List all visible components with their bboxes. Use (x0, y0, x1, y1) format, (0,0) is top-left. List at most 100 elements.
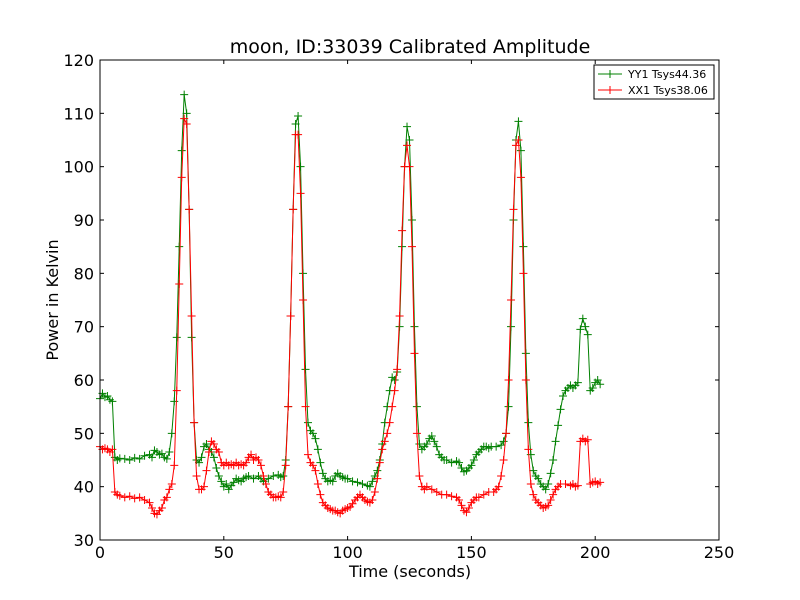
data-point-yy1 (422, 440, 431, 448)
data-point-xx1 (296, 189, 305, 198)
data-point-yy1 (576, 325, 585, 334)
data-point-yy1 (447, 458, 456, 467)
data-point-xx1 (390, 386, 399, 395)
data-point-xx1 (514, 136, 523, 144)
data-point-yy1 (291, 120, 300, 128)
data-point-xx1 (447, 492, 456, 501)
data-point-yy1 (432, 442, 441, 451)
data-point-yy1 (529, 466, 538, 475)
data-point-xx1 (254, 456, 263, 464)
y-tick-label: 50 (74, 424, 94, 443)
data-point-xx1 (529, 490, 538, 499)
y-axis-label: Power in Kelvin (43, 239, 62, 360)
data-point-xx1 (204, 448, 213, 456)
data-point-xx1 (214, 448, 223, 456)
data-point-xx1 (494, 482, 503, 491)
data-point-xx1 (521, 376, 530, 384)
data-point-yy1 (554, 421, 563, 430)
data-point-yy1 (299, 269, 308, 278)
data-point-yy1 (182, 109, 191, 118)
legend-label-yy1: YY1 Tsys44.36 (627, 68, 706, 81)
legend: YY1 Tsys44.36 XX1 Tsys38.06 (593, 64, 715, 100)
data-point-xx1 (516, 173, 525, 182)
y-tick-label: 30 (74, 531, 94, 550)
data-point-xx1 (108, 445, 117, 454)
data-point-yy1 (596, 380, 605, 389)
y-tick-label: 40 (74, 478, 94, 497)
data-point-yy1 (578, 314, 587, 323)
data-point-yy1 (514, 117, 523, 126)
data-point-xx1 (115, 491, 124, 500)
data-point-xx1 (378, 445, 387, 454)
data-point-xx1 (299, 296, 308, 304)
data-point-xx1 (281, 461, 290, 470)
data-point-xx1 (125, 492, 134, 501)
data-point-yy1 (551, 437, 560, 446)
data-point-yy1 (469, 456, 478, 464)
data-point-xx1 (190, 418, 199, 427)
y-tick-label: 90 (74, 211, 94, 230)
x-tick-label: 100 (332, 543, 363, 562)
data-point-xx1 (524, 445, 533, 454)
data-point-xx1 (427, 485, 436, 494)
data-point-xx1 (499, 456, 508, 464)
y-tick-label: 60 (74, 371, 94, 390)
legend-marker-xx1 (606, 86, 614, 94)
data-point-xx1 (135, 493, 144, 502)
data-point-yy1 (430, 437, 439, 446)
data-point-yy1 (365, 482, 374, 491)
data-point-yy1 (202, 440, 211, 448)
data-point-yy1 (348, 477, 357, 486)
data-point-xx1 (157, 504, 166, 512)
data-point-yy1 (115, 454, 124, 463)
data-point-xx1 (187, 312, 196, 320)
data-point-yy1 (244, 472, 253, 480)
x-axis-label: Time (seconds) (348, 562, 471, 581)
data-point-yy1 (521, 349, 530, 358)
data-point-xx1 (259, 472, 268, 480)
data-point-yy1 (175, 242, 184, 251)
data-point-yy1 (313, 445, 322, 454)
data-point-yy1 (165, 448, 174, 456)
data-point-yy1 (303, 418, 312, 427)
plot-area: 0 50 100 150 200 250 30 40 50 60 70 80 90 100 110 120 (63, 51, 734, 562)
y-tick-label: 120 (63, 51, 94, 70)
data-point-yy1 (180, 90, 189, 99)
data-point-yy1 (407, 216, 416, 224)
data-point-yy1 (135, 454, 144, 463)
ticks-layer: 0 50 100 150 200 250 30 40 50 60 70 80 90 100 110 120 (63, 51, 734, 562)
data-point-yy1 (368, 477, 377, 486)
data-point-yy1 (544, 480, 553, 488)
data-point-yy1 (264, 474, 273, 483)
data-point-xx1 (162, 493, 171, 502)
data-point-yy1 (583, 330, 592, 339)
data-point-xx1 (388, 402, 397, 411)
data-point-xx1 (544, 501, 553, 510)
y-tick-label: 100 (63, 158, 94, 177)
data-point-yy1 (442, 456, 451, 464)
data-point-xx1 (526, 480, 535, 488)
data-point-xx1 (242, 458, 251, 467)
data-point-xx1 (311, 466, 320, 475)
data-point-xx1 (261, 480, 270, 488)
data-point-xx1 (120, 493, 129, 502)
data-point-xx1 (247, 450, 256, 459)
data-point-yy1 (172, 333, 181, 342)
data-point-xx1 (504, 376, 513, 384)
data-point-yy1 (120, 454, 129, 463)
data-point-yy1 (214, 472, 223, 480)
data-point-xx1 (167, 480, 176, 488)
data-point-yy1 (308, 429, 317, 438)
data-point-xx1 (140, 496, 149, 504)
data-point-yy1 (573, 378, 582, 387)
data-point-yy1 (504, 402, 513, 411)
data-point-xx1 (561, 480, 570, 488)
data-point-xx1 (474, 493, 483, 502)
data-point-yy1 (549, 456, 558, 464)
data-point-xx1 (130, 494, 139, 503)
data-point-xx1 (509, 205, 518, 214)
data-point-yy1 (410, 322, 419, 331)
data-point-yy1 (353, 478, 362, 487)
legend-marker-yy1 (606, 70, 614, 78)
